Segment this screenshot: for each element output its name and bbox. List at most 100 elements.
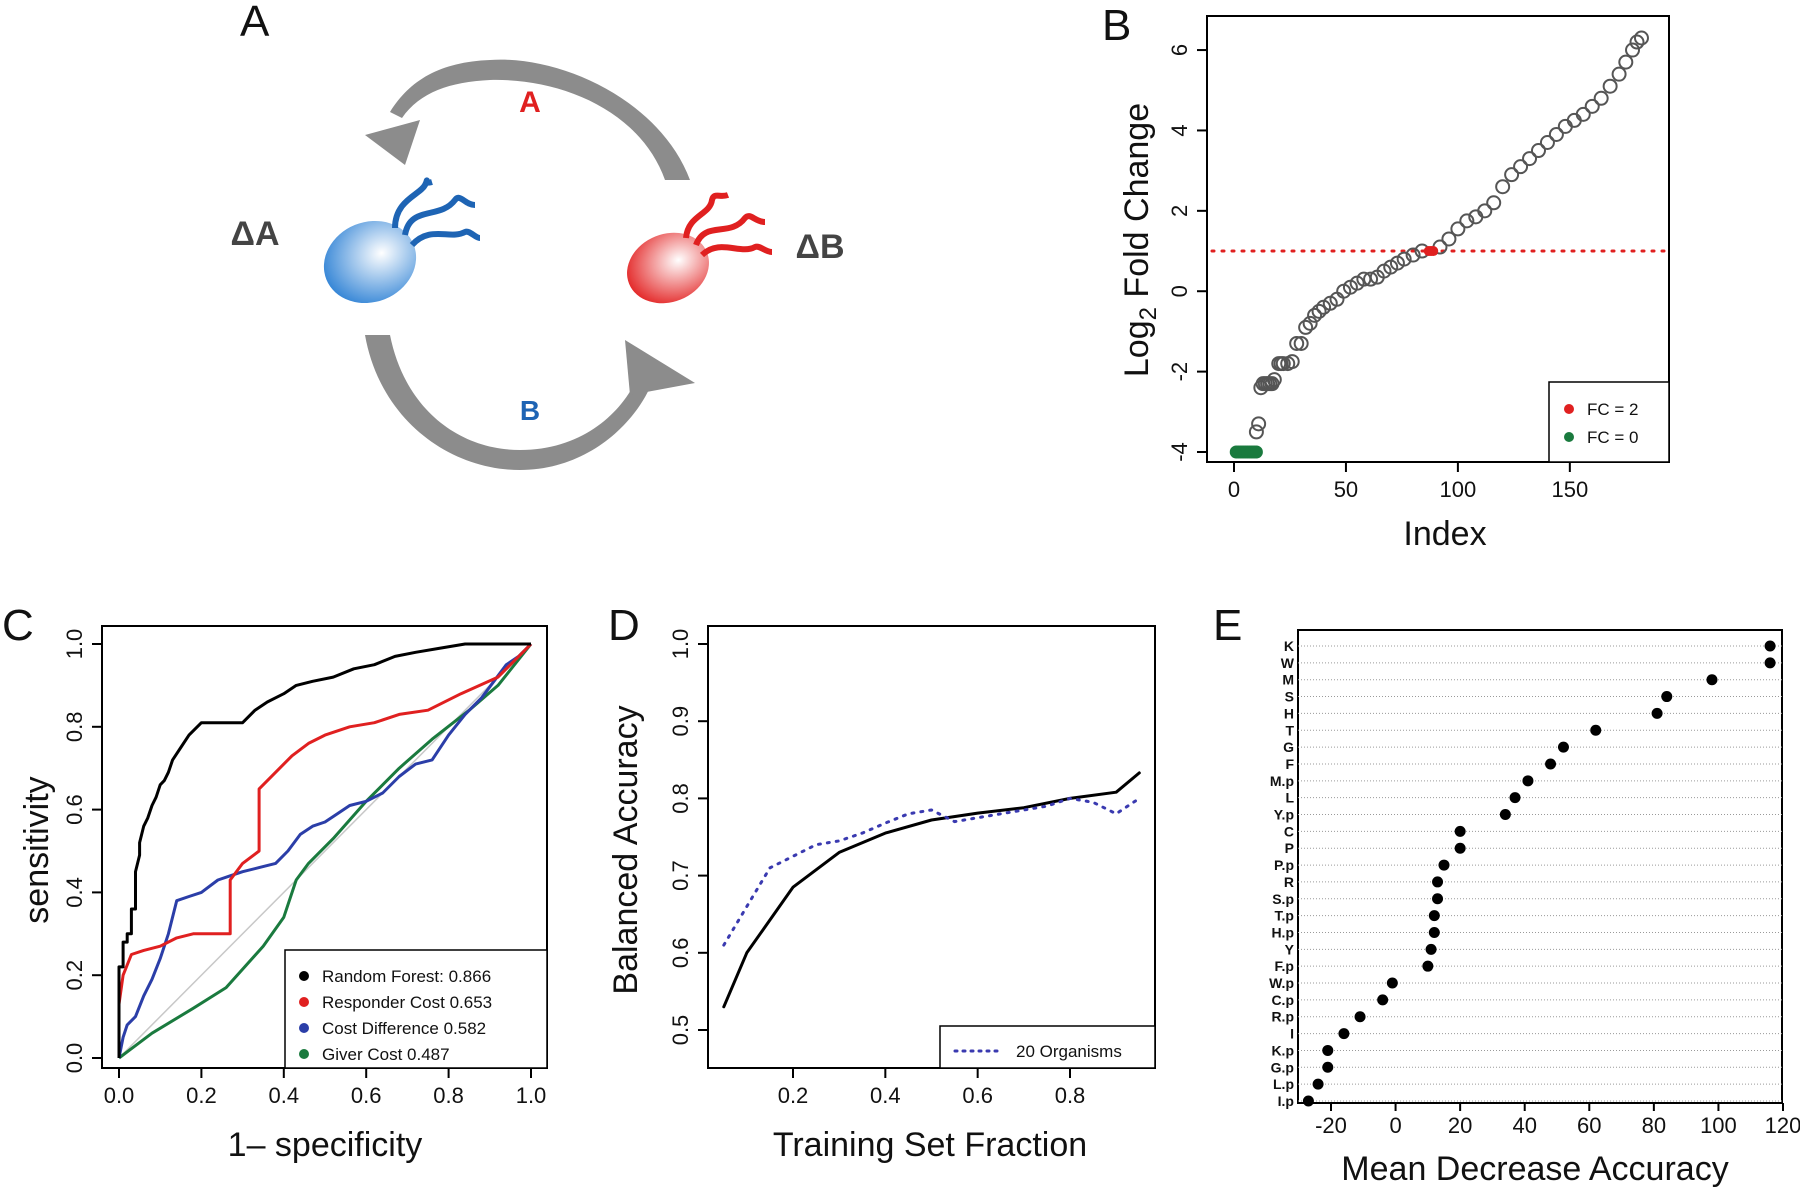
category-label: P.p <box>1274 857 1294 873</box>
category-label: L.p <box>1273 1076 1294 1092</box>
x-axis-label-e: Mean Decrease Accuracy <box>1341 1150 1728 1188</box>
y-tick-label-d: 0.8 <box>668 783 693 814</box>
importance-point <box>1338 1028 1350 1040</box>
legend-responder-marker <box>299 997 309 1007</box>
category-label: Y <box>1285 941 1295 957</box>
y-tick-label-c: 0.0 <box>62 1043 87 1074</box>
x-tick-label-b: 50 <box>1334 477 1358 502</box>
x-tick-label-c: 0.2 <box>186 1083 217 1108</box>
gene-point <box>1275 356 1291 372</box>
roc-curves <box>117 642 533 1060</box>
x-tick-label-e: 60 <box>1577 1113 1601 1138</box>
label-delta-b: ΔB <box>796 228 845 266</box>
category-label: G.p <box>1271 1059 1294 1075</box>
category-label: W.p <box>1269 975 1294 991</box>
legend-fc2-label: FC = 2 <box>1587 400 1639 419</box>
importance-point <box>1522 775 1534 787</box>
importance-point <box>1651 707 1663 719</box>
gene-point <box>1396 251 1412 267</box>
gene-point <box>1584 98 1600 114</box>
x-tick-label-e: 80 <box>1642 1113 1666 1138</box>
panel-c: C 0.00.20.40.60.81.0 0.0 0.2 0.4 0.6 0.8 1.0 … <box>2 601 548 1164</box>
category-label: S.p <box>1272 891 1294 907</box>
gene-point <box>1284 354 1300 370</box>
importance-point <box>1454 825 1466 837</box>
importance-point <box>1386 977 1398 989</box>
legend-costdiff-marker <box>299 1023 309 1033</box>
gene-point <box>1302 315 1318 331</box>
gene-point <box>1251 416 1267 432</box>
importance-point <box>1428 926 1440 938</box>
y-axis-label-b: Log2 Fold Change <box>1118 103 1162 377</box>
legend-costdiff-label: Cost Difference 0.582 <box>322 1019 486 1038</box>
legend-fc0-label: FC = 0 <box>1587 428 1639 447</box>
panel-letter-d: D <box>608 601 640 650</box>
x-tick-label-d: 0.2 <box>778 1083 809 1108</box>
category-label: F.p <box>1275 958 1294 974</box>
category-label: T <box>1285 722 1294 738</box>
bottom-cycle-arrow <box>365 335 655 470</box>
gene-point <box>1363 271 1379 287</box>
gene-point <box>1629 34 1645 50</box>
legend-20org-label: 20 Organisms <box>1016 1042 1122 1061</box>
x-axis-label-b: Index <box>1403 515 1486 553</box>
fc2-point <box>1428 246 1439 257</box>
importance-point <box>1706 674 1718 686</box>
x-axis-label-c: 1– specificity <box>228 1126 423 1164</box>
importance-point <box>1438 859 1450 871</box>
y-tick-label-d: 0.6 <box>668 938 693 969</box>
x-tick-label-c: 0.4 <box>269 1083 300 1108</box>
x-tick-label-c: 0.6 <box>351 1083 382 1108</box>
category-label: M <box>1282 672 1294 688</box>
y-tick-label-d: 0.9 <box>668 706 693 737</box>
roc-line-giver-cost <box>118 643 533 1060</box>
category-label: F <box>1285 756 1294 772</box>
gene-point <box>1298 319 1314 335</box>
legend-rf-label: Random Forest: 0.866 <box>322 967 491 986</box>
gene-point <box>1575 106 1591 122</box>
legend-fc0-marker <box>1564 432 1574 442</box>
category-label: H <box>1284 705 1294 721</box>
x-tick-label-e: -20 <box>1315 1113 1347 1138</box>
x-tick-label-e: 20 <box>1448 1113 1472 1138</box>
gene-point <box>1618 54 1634 70</box>
category-label: W <box>1281 655 1295 671</box>
importance-point <box>1432 876 1444 888</box>
x-tick-label-e: 100 <box>1700 1113 1737 1138</box>
panel-e: E KWMSHTGFM.pLY.pCPP.pRS.pT.pH.pYF.pW.pC… <box>1213 601 1800 1188</box>
category-label: K.p <box>1271 1042 1294 1058</box>
x-tick-label-c: 1.0 <box>516 1083 547 1108</box>
legend-rf-marker <box>299 971 309 981</box>
importance-point <box>1428 910 1440 922</box>
y-axis-label-d: Balanced Accuracy <box>607 705 645 994</box>
gene-point <box>1450 221 1466 237</box>
panel-letter-c: C <box>2 601 34 650</box>
panel-letter-b: B <box>1102 1 1131 50</box>
gene-point <box>1486 195 1502 211</box>
gene-point <box>1530 143 1546 159</box>
category-label: C <box>1284 823 1294 839</box>
importance-point <box>1545 758 1557 770</box>
panel-letter-a: A <box>240 0 270 46</box>
panel-letter-e: E <box>1213 601 1242 650</box>
y-axis-label-b-sub: 2 <box>1135 307 1162 320</box>
gene-point <box>1293 335 1309 351</box>
y-tick-label-b: -4 <box>1167 442 1192 462</box>
roc-line-random-forest <box>117 642 531 1058</box>
y-tick-label-b: -2 <box>1167 362 1192 382</box>
fc0-point <box>1249 445 1263 459</box>
importance-point <box>1302 1095 1314 1107</box>
importance-point <box>1312 1078 1324 1090</box>
importance-point <box>1590 724 1602 736</box>
importance-point <box>1377 994 1389 1006</box>
gene-point <box>1289 335 1305 351</box>
category-label: R <box>1284 874 1294 890</box>
gene-point <box>1593 90 1609 106</box>
panel-d: D 0.5 0.6 0.7 0.8 0.9 1.0 0.2 0.4 0.6 0.8 Traini… <box>607 601 1156 1164</box>
roc-line-responder-cost <box>117 642 533 1058</box>
x-tick-label-d: 0.8 <box>1055 1083 1086 1108</box>
x-tick-label-c: 0.0 <box>104 1083 135 1108</box>
y-tick-label-c: 0.6 <box>62 794 87 825</box>
y-tick-label-d: 1.0 <box>668 629 693 660</box>
